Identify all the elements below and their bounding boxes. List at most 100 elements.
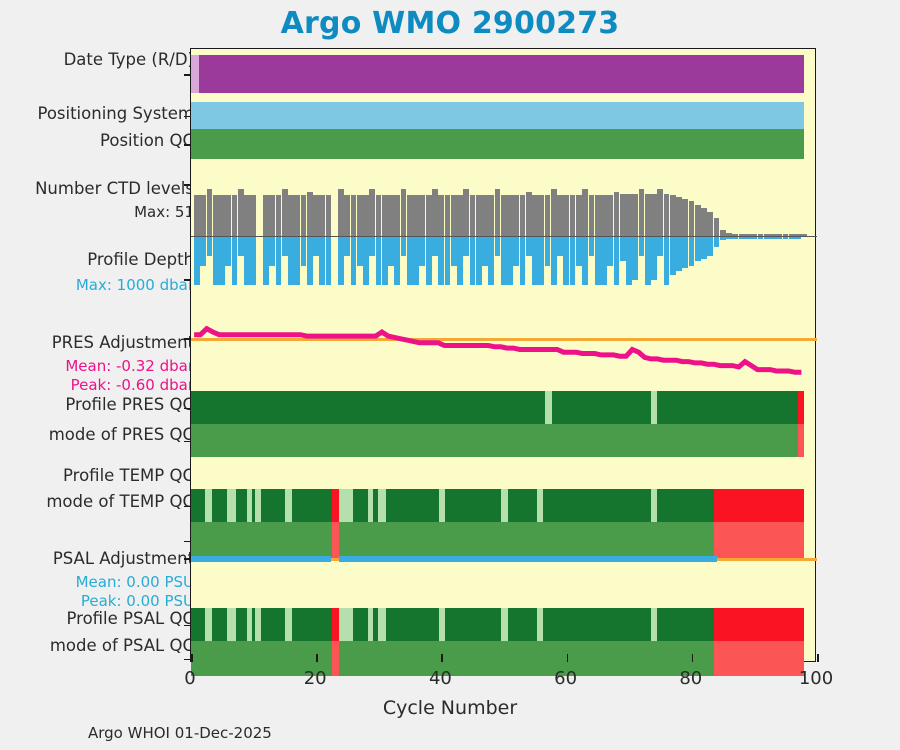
axis-label-mode-pres-qc: mode of PRES QC [48,425,194,444]
depth-bar [644,237,651,285]
value-bar [294,195,301,236]
depth-bar [782,237,789,239]
value-bar [582,189,588,236]
track-date-type [191,55,817,93]
value-bar [244,195,250,236]
depth-bar [269,237,275,266]
value-bar [457,195,463,236]
depth-bar [601,237,607,285]
band-segment [438,489,445,522]
track-mode-pres-qc [191,424,817,457]
y-tick [184,338,191,340]
band-segment [338,608,353,641]
depth-bar [569,237,576,285]
value-bar [607,195,614,236]
y-tick [184,505,191,507]
depth-bar [313,237,319,257]
band-segment [377,608,386,641]
depth-bar [225,237,232,266]
depth-bar [657,237,664,257]
value-bar [694,204,701,236]
value-bar [306,191,313,236]
value-bar [200,195,207,236]
track-mode-temp-qc [191,522,817,559]
depth-bar [638,237,645,257]
value-bar [394,195,401,236]
depth-bar [475,237,482,285]
band-segment [651,489,658,522]
value-bar [701,208,707,236]
depth-bar [557,237,563,257]
band-segment [291,489,333,522]
depth-bar [469,237,476,285]
depth-bar [701,237,707,259]
value-bar [594,195,601,236]
value-bar [475,195,482,236]
band-segment [367,489,373,522]
value-bar [338,189,344,236]
depth-bar [669,237,676,276]
depth-bar [482,237,488,266]
y-tick [184,440,191,442]
band-segment [352,608,368,641]
band-segment [255,608,262,641]
depth-bar [438,237,445,285]
band-segment [551,391,652,424]
band-segment [651,608,658,641]
value-bar [651,193,657,236]
band-segment [501,608,508,641]
band-segment [507,489,537,522]
value-bar [757,234,764,236]
depth-bar [419,237,426,266]
depth-bar [450,237,457,266]
axis-label-profile-psal-qc: Profile PSAL QC [66,609,194,628]
band-segment [657,391,799,424]
band-segment [377,489,386,522]
value-bar [194,195,200,236]
value-bar [262,195,269,236]
track-profile-depth [191,237,817,285]
axis-label-pres-adjustment: PRES Adjustment [51,333,194,352]
value-bar [613,191,620,236]
band-segment [191,489,206,522]
value-bar [300,195,307,236]
value-bar [688,200,695,236]
depth-bar [400,237,407,257]
x-tick [817,654,819,662]
band-segment [332,489,339,522]
band-segment [198,55,805,93]
axis-label-profile-depth-max: Max: 1000 dbar [75,276,194,294]
depth-bar [757,237,764,239]
page-title: Argo WMO 2900273 [280,6,620,41]
value-bar [313,195,319,236]
depth-bar [369,237,376,257]
band-segment [191,102,805,129]
value-bar [663,193,670,236]
y-tick [184,279,191,281]
x-tick-label: 20 [303,668,327,689]
track-psal-adjustment [191,544,817,574]
x-tick-label: 0 [184,668,196,689]
band-segment [332,608,339,641]
band-segment [332,641,339,676]
value-bar [644,193,651,236]
band-segment [251,608,256,641]
band-segment [444,608,502,641]
depth-bar [237,237,244,257]
track-pres-adjustment [191,324,817,379]
value-bar [463,189,470,236]
value-bar [482,195,488,236]
value-bar [206,189,213,236]
band-segment [247,489,252,522]
band-segment [545,391,552,424]
depth-bar [719,237,726,240]
value-bar [513,195,520,236]
x-tick [316,654,318,662]
band-segment [713,522,805,559]
band-segment [212,489,227,522]
band-segment [657,608,714,641]
band-segment [713,608,805,641]
depth-bar [682,237,689,269]
band-segment [191,55,199,93]
